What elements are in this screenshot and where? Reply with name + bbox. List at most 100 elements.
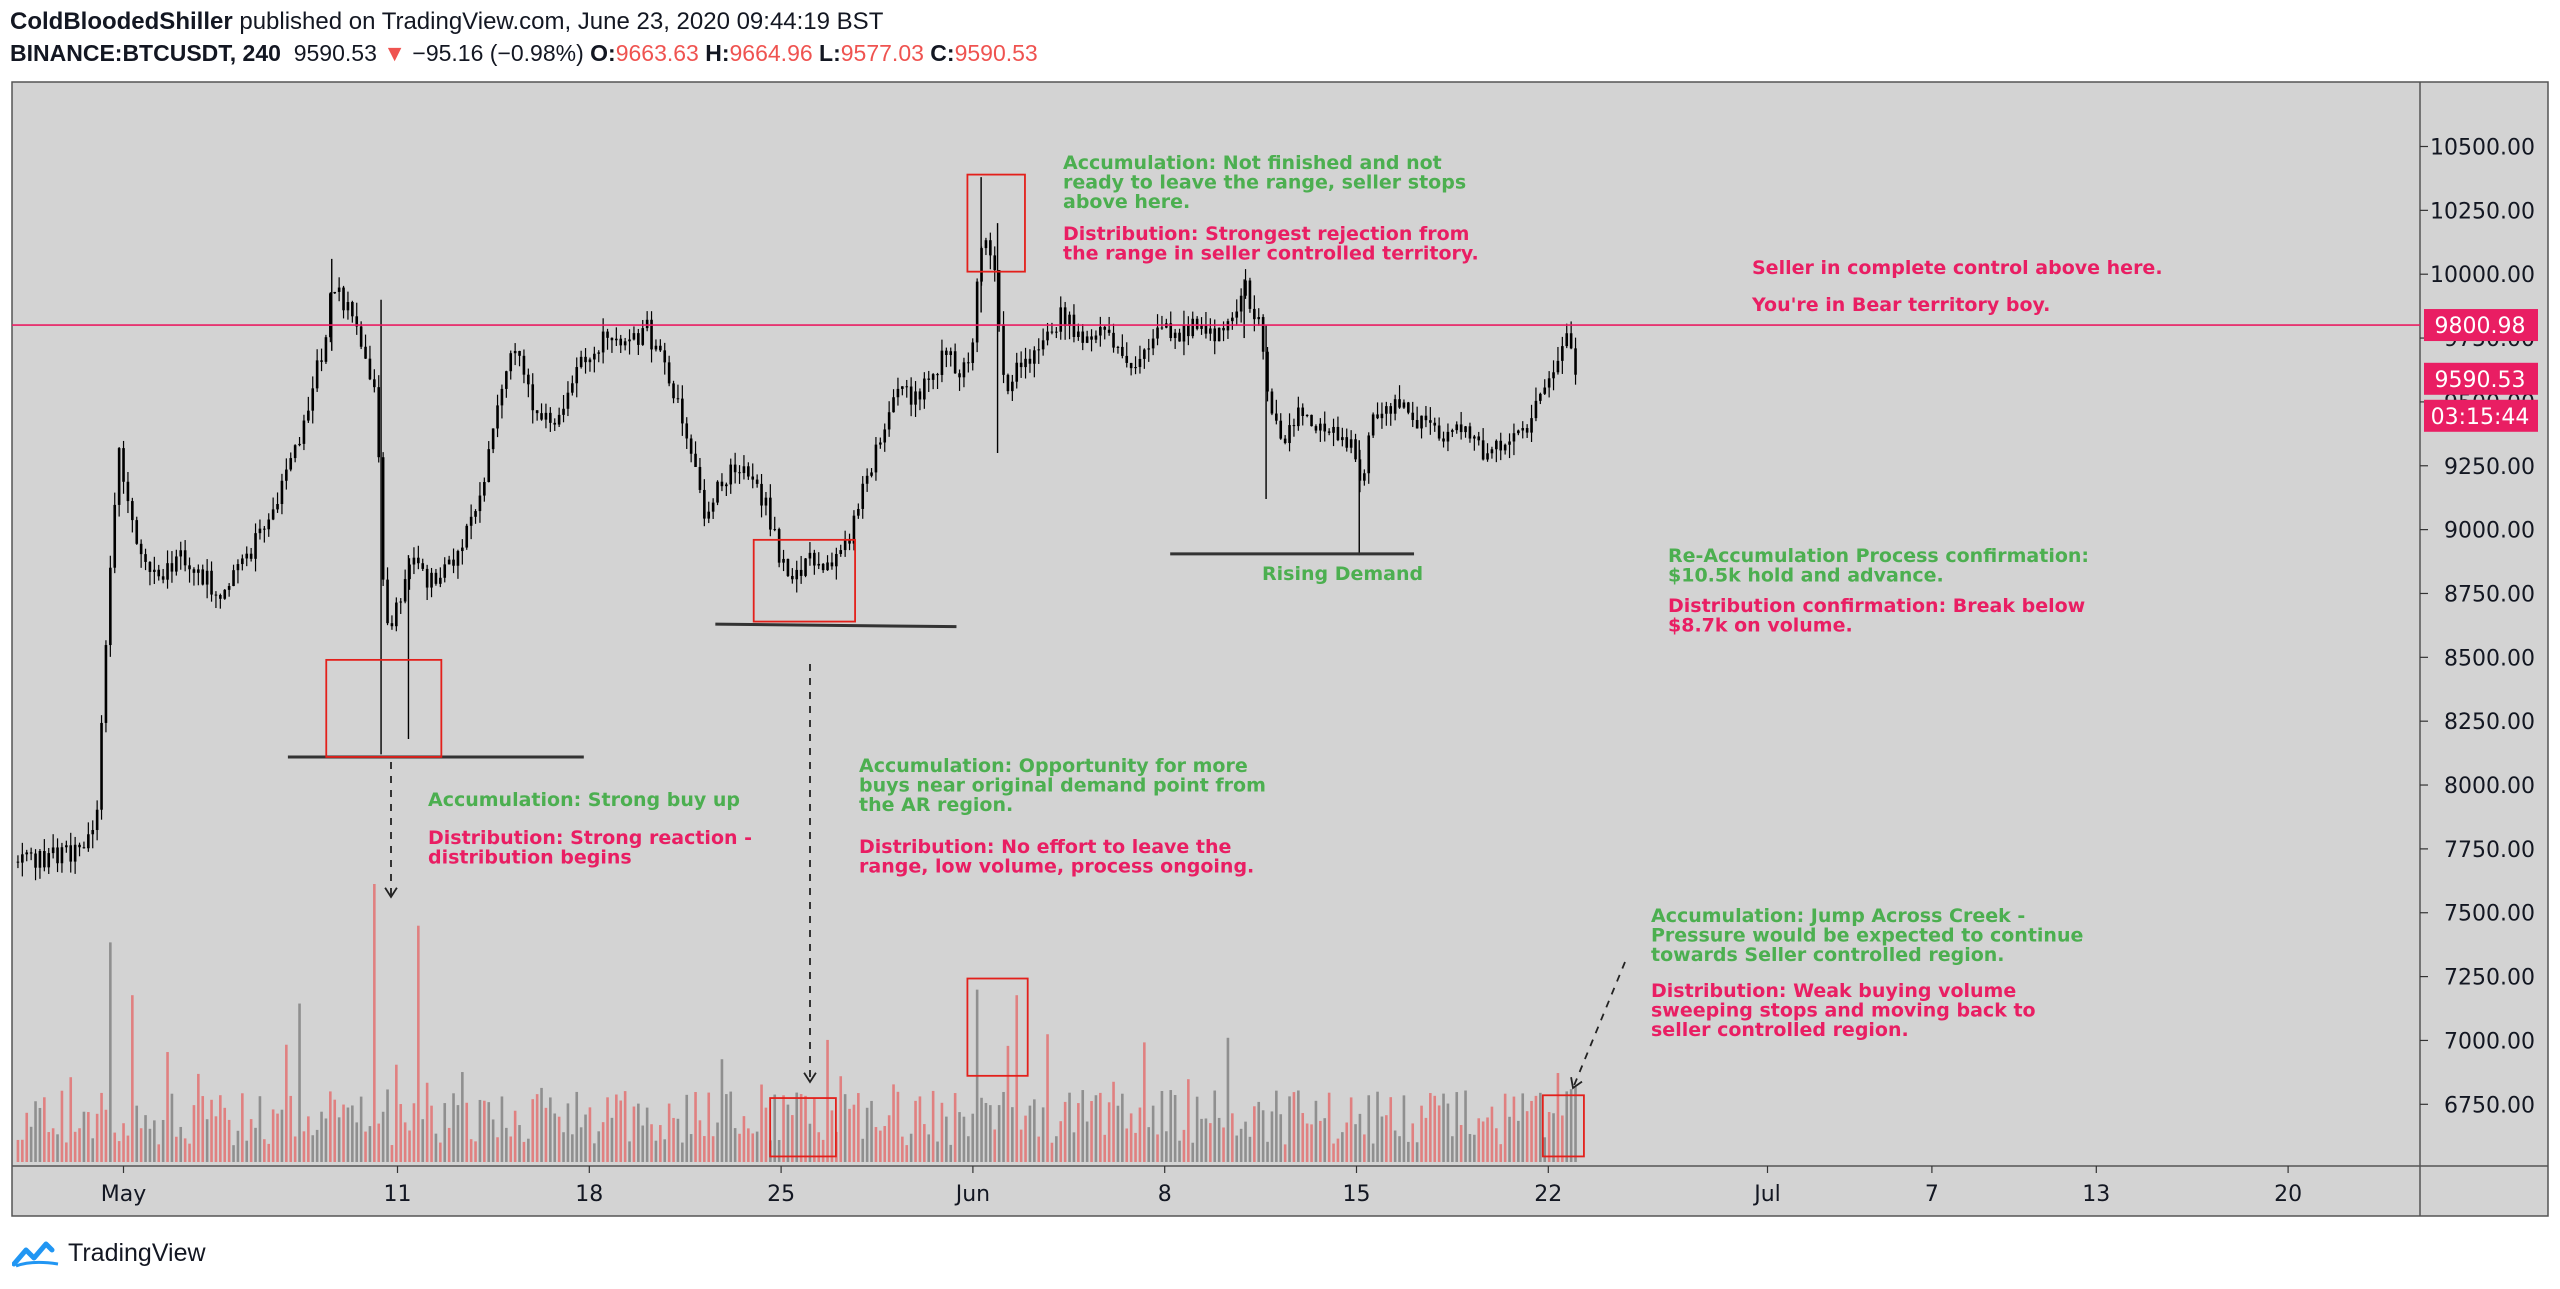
candle-body [95, 809, 99, 831]
time-axis[interactable] [12, 1166, 2548, 1216]
volume-bar [892, 1084, 895, 1162]
candle-body [1389, 406, 1393, 414]
candle-body [285, 469, 288, 481]
candle-body [175, 556, 178, 572]
volume-bar [672, 1117, 675, 1162]
candle-body [848, 538, 851, 544]
candle-body [1332, 426, 1335, 433]
annotation-acc-buyup[interactable]: Accumulation: Strong buy up [428, 789, 740, 811]
candle-body [566, 392, 570, 409]
volume-bar [1050, 1142, 1054, 1162]
volume-bar [650, 1124, 653, 1162]
annotation-dist-top[interactable]: Distribution: Strongest rejection from th… [1063, 223, 1479, 265]
author-name[interactable]: ColdBloodedShiller [10, 8, 233, 35]
candle-body [205, 570, 209, 585]
candle-body [104, 645, 108, 723]
annotation-seller-control[interactable]: Seller in complete control above here. [1752, 257, 2163, 279]
volume-highlight-box[interactable] [769, 1097, 837, 1158]
volume-bar [1182, 1129, 1186, 1162]
volume-bar [777, 1140, 781, 1162]
candle-body [302, 420, 306, 444]
candle-body [1420, 415, 1423, 429]
annotation-acc-top[interactable]: Accumulation: Not finished and not ready … [1063, 152, 1466, 213]
volume-bar [1261, 1110, 1265, 1162]
symbol-name[interactable]: BINANCE:BTCUSDT, 240 [10, 40, 281, 66]
volume-bar [29, 1126, 33, 1162]
candle-body [535, 410, 539, 414]
candle-body [997, 270, 1001, 325]
volume-bar [729, 1091, 733, 1162]
candle-body [183, 550, 187, 566]
volume-bar [21, 1139, 24, 1162]
volume-bar [760, 1084, 763, 1162]
down-arrow-icon: ▼ [383, 40, 407, 66]
price-label-badge [2424, 399, 2538, 432]
annotation-acc-opportunity[interactable]: Accumulation: Opportunity for more buys n… [859, 755, 1266, 816]
annotation-dist-reaction[interactable]: Distribution: Strong reaction -distribut… [428, 827, 752, 869]
candle-body [219, 594, 222, 599]
volume-bar [100, 1092, 103, 1162]
footer-brand[interactable]: TradingView [68, 1238, 206, 1267]
volume-highlight-box[interactable] [1541, 1094, 1585, 1158]
candle-body [813, 552, 816, 566]
volume-bar [593, 1143, 596, 1162]
candle-body [1415, 420, 1419, 429]
volume-bar [1363, 1134, 1366, 1162]
plot-area[interactable] [12, 82, 2420, 1166]
volume-bar [346, 1107, 350, 1162]
annotation-dist-noeffort[interactable]: Distribution: No effort to leave the rang… [859, 836, 1254, 878]
annotation-dist-weak[interactable]: Distribution: Weak buying volume sweeping… [1651, 980, 2036, 1041]
volume-bar [1257, 1101, 1261, 1162]
volume-bar [1407, 1141, 1410, 1162]
volume-bar [210, 1099, 213, 1162]
tradingview-logo-icon[interactable] [12, 1238, 62, 1268]
y-tick-label: 9000.00 [2444, 519, 2535, 544]
chart-frame [11, 81, 2549, 1217]
candle-body [597, 352, 601, 354]
support-line[interactable] [715, 622, 957, 629]
price-axis[interactable] [2420, 82, 2548, 1166]
candle-body [940, 350, 944, 375]
volume-bar [452, 1093, 455, 1162]
candle-body [562, 408, 565, 415]
volume-bar [1002, 1091, 1005, 1162]
volume-bar [1270, 1111, 1274, 1162]
candle-body [188, 565, 191, 570]
volume-bar [69, 1077, 73, 1162]
high-value: 9664.96 [729, 40, 813, 66]
candle-body [637, 333, 640, 345]
highlight-box[interactable] [325, 658, 443, 758]
candle-body [588, 359, 592, 363]
volume-bar [782, 1095, 785, 1162]
candle-body [791, 575, 794, 580]
annotation-dist-confirm[interactable]: Distribution confirmation: Break below $8… [1668, 595, 2085, 637]
volume-bar [843, 1094, 847, 1162]
annotation-bear-territory[interactable]: You're in Bear territory boy. [1751, 294, 2050, 316]
annotation-reacc[interactable]: Re-Accumulation Process confirmation: $10… [1668, 545, 2089, 587]
volume-highlight-box[interactable] [966, 977, 1029, 1077]
y-tick-label: 8750.00 [2444, 582, 2535, 607]
dashed-arrow[interactable] [1570, 961, 1626, 1090]
dashed-arrow[interactable] [384, 762, 398, 899]
price-chart[interactable]: 10500.0010250.0010000.009750.009500.0092… [0, 0, 2560, 1230]
highlight-box[interactable] [752, 538, 856, 623]
volume-bar [953, 1093, 957, 1162]
candle-body [487, 449, 491, 483]
last-price: 9590.53 [293, 40, 377, 66]
annotation-rising-demand[interactable]: Rising Demand [1262, 563, 1423, 585]
volume-bar [311, 1135, 315, 1162]
volume-bar [126, 1135, 130, 1162]
candle-body [333, 291, 337, 294]
volume-bar [166, 1052, 169, 1162]
candle-body [733, 464, 737, 473]
candle-body [606, 331, 609, 338]
dashed-arrow[interactable] [803, 664, 817, 1084]
annotation-line: Accumulation: Strong buy up [428, 789, 740, 811]
annotation-acc-jac[interactable]: Accumulation: Jump Across Creek -Pressur… [1651, 905, 2083, 966]
volume-bar [1525, 1111, 1529, 1162]
volume-bar [531, 1099, 535, 1162]
highlight-box[interactable] [966, 173, 1026, 273]
volume-bar [1424, 1117, 1428, 1162]
volume-bar [381, 1111, 385, 1162]
volume-bar [747, 1128, 750, 1162]
